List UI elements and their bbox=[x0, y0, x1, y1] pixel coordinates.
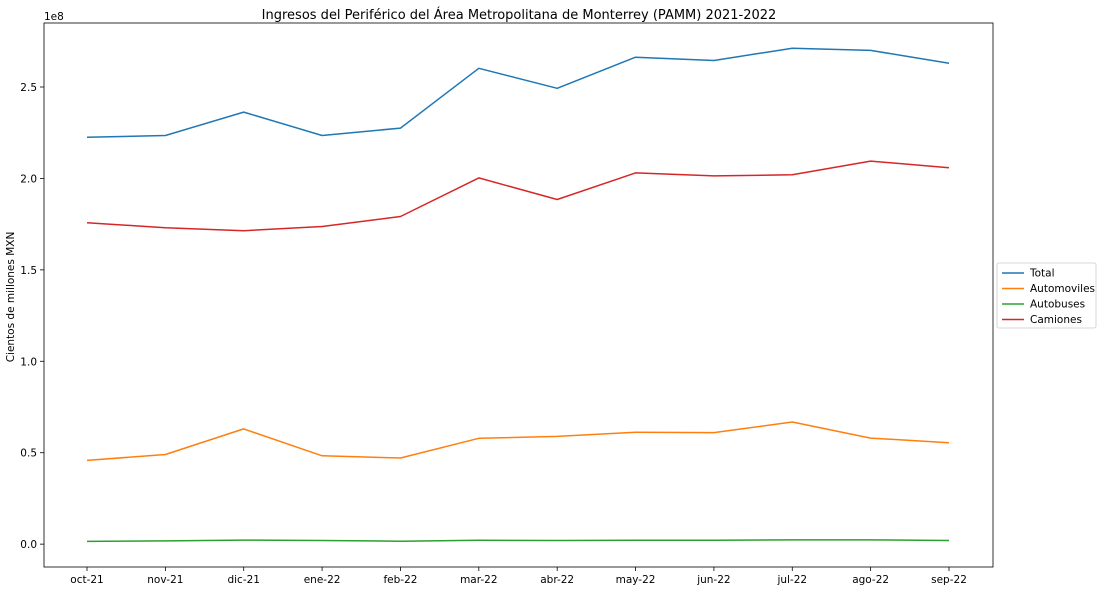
series-line-automoviles bbox=[86, 421, 950, 462]
y-axis-label: Cientos de millones MXN bbox=[5, 232, 17, 363]
y-tick-label: 1.0 bbox=[20, 356, 37, 368]
series-line-total bbox=[86, 47, 950, 139]
x-tick-label: jun-22 bbox=[696, 574, 730, 586]
series-group bbox=[86, 47, 950, 543]
x-axis: oct-21 nov-21 dic-21 ene-22 feb-22 mar-22 abr-… bbox=[70, 567, 967, 586]
x-tick-label: ene-22 bbox=[304, 574, 341, 586]
legend-label-automoviles: Automoviles bbox=[1030, 283, 1095, 295]
legend: Total Automoviles Autobuses Camiones bbox=[996, 262, 1097, 329]
y-axis-offset-label: 1e8 bbox=[44, 11, 64, 23]
chart-title: Ingresos del Periférico del Área Metropo… bbox=[262, 7, 777, 23]
plot-area bbox=[43, 22, 994, 568]
y-axis: 0.0 0.5 1.0 1.5 2.0 2.5 bbox=[20, 82, 44, 551]
series-line-camiones bbox=[86, 160, 950, 232]
legend-box bbox=[996, 262, 1097, 329]
x-tick-label: jul-22 bbox=[776, 574, 807, 586]
x-tick-label: may-22 bbox=[616, 574, 656, 586]
x-tick-label: sep-22 bbox=[931, 574, 967, 586]
legend-label-camiones: Camiones bbox=[1030, 314, 1082, 326]
legend-label-autobuses: Autobuses bbox=[1030, 299, 1085, 311]
y-tick-label: 1.5 bbox=[20, 265, 37, 277]
x-tick-label: oct-21 bbox=[70, 574, 103, 586]
y-tick-label: 0.0 bbox=[20, 539, 37, 551]
x-tick-label: mar-22 bbox=[460, 574, 497, 586]
y-tick-label: 2.5 bbox=[20, 82, 37, 94]
x-tick-label: ago-22 bbox=[852, 574, 889, 586]
y-tick-label: 2.0 bbox=[20, 173, 37, 185]
y-tick-label: 0.5 bbox=[20, 448, 37, 460]
x-tick-label: feb-22 bbox=[383, 574, 417, 586]
series-line-autobuses bbox=[86, 539, 950, 543]
x-tick-label: nov-21 bbox=[147, 574, 183, 586]
legend-label-total: Total bbox=[1029, 268, 1055, 280]
x-tick-label: abr-22 bbox=[540, 574, 574, 586]
x-tick-label: dic-21 bbox=[227, 574, 260, 586]
